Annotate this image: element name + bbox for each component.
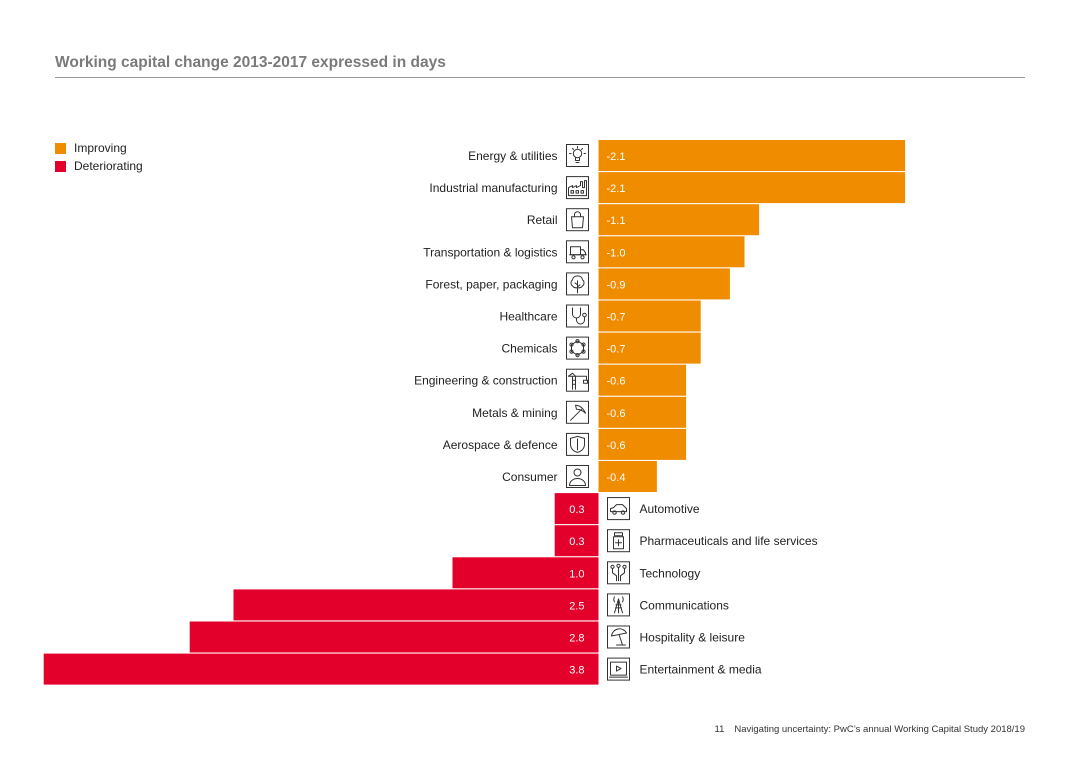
value-label-13: 1.0: [569, 568, 584, 580]
bar-1: [598, 172, 906, 204]
title-divider: [55, 77, 1025, 78]
bar-5: [598, 300, 701, 332]
category-label-1: Industrial manufacturing: [429, 181, 557, 195]
value-label-11: 0.3: [569, 504, 584, 516]
value-label-12: 0.3: [569, 536, 584, 548]
bar-2: [598, 204, 760, 236]
category-label-13: Technology: [640, 566, 701, 580]
chart-title: Working capital change 2013-2017 express…: [55, 54, 446, 71]
bar-14: [233, 589, 599, 621]
pickaxe-icon: [566, 400, 589, 424]
bar-12: [554, 525, 599, 557]
bar-13: [452, 557, 599, 589]
legend-item-deteriorating: Deteriorating: [55, 157, 143, 175]
legend-swatch-deteriorating: [55, 160, 66, 172]
tree-icon: [566, 272, 589, 296]
bar-16: [43, 653, 599, 685]
factory-icon: [566, 176, 589, 200]
bar-3: [598, 236, 745, 268]
value-label-15: 2.8: [569, 633, 584, 645]
page-number: 11: [714, 724, 725, 735]
bar-6: [598, 332, 701, 364]
category-label-16: Entertainment & media: [640, 663, 762, 677]
value-label-1: -2.1: [607, 183, 626, 195]
value-label-3: -1.0: [607, 247, 626, 259]
medicine-bottle-icon: [607, 529, 630, 553]
circuit-icon: [607, 561, 630, 585]
value-label-4: -0.9: [607, 279, 626, 291]
page-footer: 11 Navigating uncertainty: PwC’s annual …: [715, 724, 1026, 735]
category-label-3: Transportation & logistics: [423, 245, 557, 259]
beach-umbrella-icon: [607, 625, 630, 649]
bar-10: [598, 461, 657, 492]
category-label-10: Consumer: [502, 470, 557, 484]
bar-0: [598, 140, 906, 171]
shopping-bag-icon: [566, 208, 589, 232]
category-label-4: Forest, paper, packaging: [425, 277, 557, 291]
play-screen-icon: [607, 657, 630, 681]
truck-icon: [566, 240, 589, 264]
chart-legend: Improving Deteriorating: [55, 139, 143, 175]
bar-11: [554, 493, 599, 525]
value-label-9: -0.6: [607, 440, 626, 452]
value-label-5: -0.7: [607, 312, 626, 324]
category-label-0: Energy & utilities: [468, 149, 557, 163]
value-label-16: 3.8: [569, 665, 584, 677]
legend-label-improving: Improving: [74, 141, 127, 155]
category-label-12: Pharmaceuticals and life services: [640, 534, 818, 548]
value-label-6: -0.7: [607, 344, 626, 356]
value-label-10: -0.4: [607, 472, 626, 484]
category-label-2: Retail: [527, 213, 558, 227]
bar-8: [598, 396, 687, 428]
category-label-7: Engineering & construction: [414, 374, 557, 388]
molecule-icon: [566, 336, 589, 360]
lightbulb-icon: [566, 144, 589, 167]
value-label-14: 2.5: [569, 600, 584, 612]
value-label-0: -2.1: [607, 151, 626, 163]
value-label-7: -0.6: [607, 376, 626, 388]
bar-7: [598, 364, 687, 396]
category-label-14: Communications: [640, 598, 729, 612]
crane-icon: [566, 368, 589, 392]
category-label-11: Automotive: [640, 502, 700, 516]
category-label-5: Healthcare: [499, 310, 557, 324]
stethoscope-icon: [566, 304, 589, 328]
value-label-8: -0.6: [607, 408, 626, 420]
footer-text: Navigating uncertainty: PwC’s annual Wor…: [734, 724, 1025, 735]
shield-icon: [566, 432, 589, 456]
legend-item-improving: Improving: [55, 139, 143, 157]
antenna-tower-icon: [607, 593, 630, 617]
bar-9: [598, 428, 687, 460]
category-label-9: Aerospace & defence: [443, 438, 558, 452]
legend-swatch-improving: [55, 142, 66, 154]
bar-15: [189, 621, 599, 653]
person-icon: [566, 465, 589, 488]
car-icon: [607, 497, 630, 521]
category-label-8: Metals & mining: [472, 406, 557, 420]
category-label-6: Chemicals: [501, 342, 557, 356]
category-label-15: Hospitality & leisure: [640, 631, 746, 645]
value-label-2: -1.1: [607, 215, 626, 227]
legend-label-deteriorating: Deteriorating: [74, 159, 143, 173]
bar-4: [598, 268, 730, 300]
